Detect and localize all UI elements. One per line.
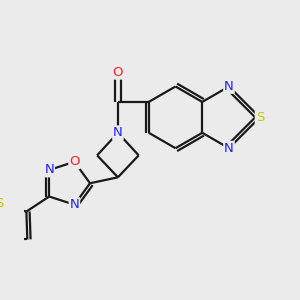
Text: N: N	[224, 142, 234, 155]
Text: O: O	[113, 66, 123, 79]
Text: N: N	[44, 164, 54, 176]
Text: O: O	[69, 155, 80, 168]
Text: S: S	[0, 197, 4, 210]
Text: S: S	[256, 111, 264, 124]
Text: N: N	[70, 198, 79, 211]
Text: N: N	[224, 80, 234, 93]
Text: N: N	[113, 126, 123, 139]
